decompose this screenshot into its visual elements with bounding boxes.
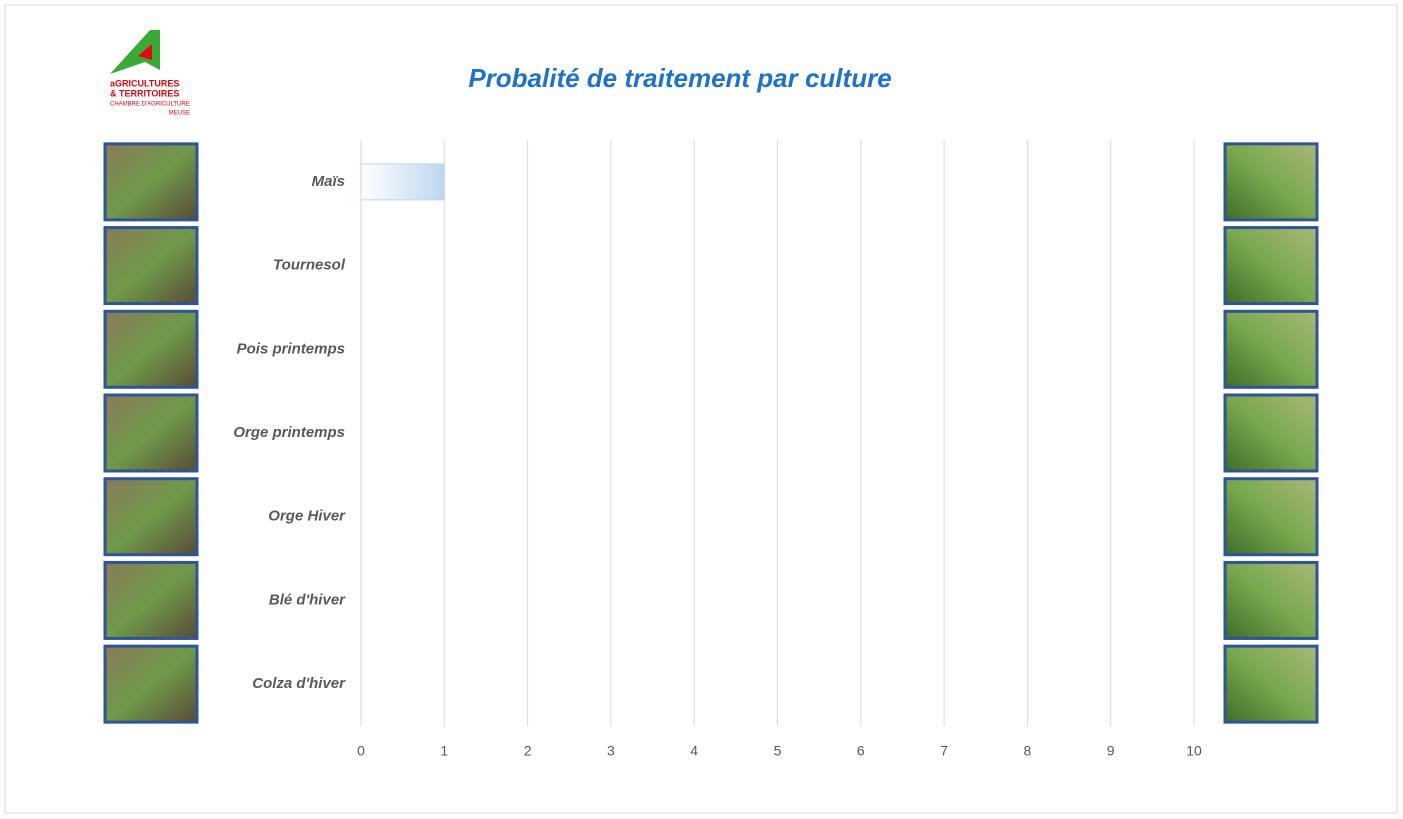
- crop-photo: [103, 644, 199, 724]
- logo-text: & TERRITOIRES: [110, 88, 179, 98]
- logo-text: aGRICULTURES: [110, 78, 179, 88]
- crop-photo: [103, 477, 199, 557]
- crop-photo: [1223, 393, 1319, 473]
- crop-photo: [1223, 477, 1319, 557]
- logo-text: MEUSE: [169, 111, 190, 117]
- y-tick-label: Orge Hiver: [268, 508, 346, 525]
- x-tick-label: 1: [440, 743, 448, 759]
- crop-photo: [103, 393, 199, 473]
- crop-photo: [103, 142, 199, 222]
- y-tick-label: Blé d'hiver: [269, 591, 346, 608]
- x-tick-label: 10: [1186, 743, 1202, 759]
- chart-border: [4, 4, 1398, 814]
- y-tick-label: Maïs: [312, 173, 345, 190]
- crop-photo: [103, 309, 199, 389]
- crop-photo: [1223, 644, 1319, 724]
- x-tick-label: 5: [774, 743, 782, 759]
- crop-photo: [1223, 226, 1319, 306]
- y-tick-label: Pois printemps: [237, 340, 345, 357]
- x-tick-label: 0: [357, 743, 365, 759]
- y-tick-label: Orge printemps: [233, 424, 345, 441]
- x-tick-label: 9: [1107, 743, 1115, 759]
- logo-text: CHAMBRE D'AGRICULTURE: [110, 102, 190, 108]
- bar: [360, 163, 445, 201]
- crop-photo: [1223, 560, 1319, 640]
- crop-photo: [103, 560, 199, 640]
- x-tick-label: 3: [607, 743, 615, 759]
- crop-photo: [1223, 142, 1319, 222]
- x-tick-label: 7: [940, 743, 948, 759]
- x-tick-label: 4: [690, 743, 698, 759]
- logo: [110, 30, 160, 74]
- crop-photo: [1223, 309, 1319, 389]
- x-tick-label: 6: [857, 743, 865, 759]
- chart-title: Probalité de traitement par culture: [468, 63, 891, 93]
- y-tick-label: Colza d'hiver: [252, 675, 346, 692]
- x-tick-label: 2: [524, 743, 532, 759]
- y-tick-label: Tournesol: [273, 257, 346, 274]
- crop-photo: [103, 226, 199, 306]
- x-tick-label: 8: [1024, 743, 1032, 759]
